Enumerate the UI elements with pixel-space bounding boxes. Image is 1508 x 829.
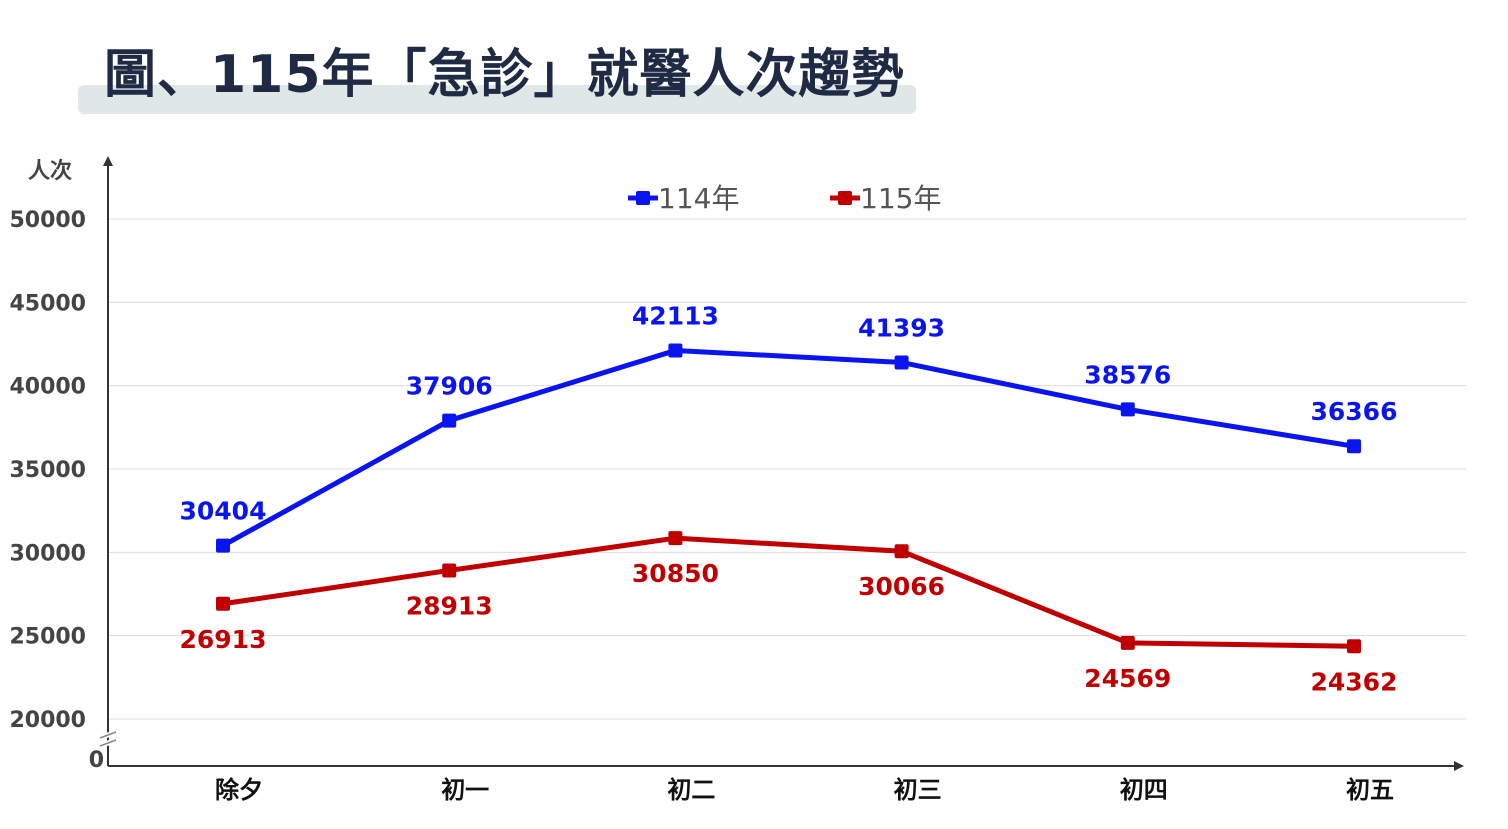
data-point-marker [216,596,230,611]
y-tick-label: 25000 [9,625,86,650]
data-point-marker [1120,402,1135,417]
data-point-marker [442,413,457,428]
data-point-marker [894,355,909,370]
data-label: 26913 [180,625,267,654]
x-tick-label: 初一 [441,776,489,804]
y-tick-label: 30000 [9,541,86,566]
y-tick-label: 20000 [9,708,86,733]
series-group: 30404 37906 42113 41393 38576 36366 26913 28913… [180,301,1398,696]
data-point-marker [668,343,683,358]
x-tick-label: 初五 [1346,776,1394,804]
x-axis-ticks: 除夕 初一 初二 初三 初四 初五 [215,776,1394,804]
y-axis-ticks: 20000 25000 30000 35000 40000 45000 50000 0 [9,208,104,773]
data-point-marker [1120,635,1135,650]
x-tick-label: 除夕 [215,776,263,804]
data-point-marker [668,531,683,546]
y-tick-label: 50000 [9,208,86,233]
data-label: 30066 [858,572,945,601]
data-point-marker [894,544,909,559]
data-label: 37906 [406,372,493,401]
legend-swatch-marker [838,191,852,205]
axis-break-mark [99,731,117,747]
x-tick-label: 初四 [1120,776,1168,804]
data-point-marker [216,538,230,553]
data-label: 24362 [1311,667,1398,696]
y-axis-arrow [103,156,113,166]
data-point-marker [442,563,457,578]
axes: 人次 [28,156,1464,771]
data-label: 41393 [858,313,945,342]
data-label: 38576 [1084,360,1171,389]
x-axis-arrow [1454,761,1464,771]
x-tick-label: 初三 [894,776,942,804]
x-tick-label: 初二 [667,776,715,804]
title-highlight-band [78,85,916,114]
legend: 114年 115年 [628,182,941,215]
series-line-0 [221,347,1355,548]
y-origin-label: 0 [89,748,104,773]
legend-swatch-marker [636,191,650,205]
data-label: 36366 [1311,397,1398,426]
data-label: 28913 [406,591,493,620]
series-line-1 [222,535,1355,649]
y-axis-label: 人次 [28,158,72,184]
data-point-marker [1347,439,1361,454]
data-label: 30404 [180,497,267,526]
legend-label: 114年 [658,182,739,215]
y-tick-label: 45000 [9,291,86,316]
y-tick-label: 35000 [9,458,86,483]
data-point-marker [1347,639,1361,654]
gridlines [108,218,1466,720]
data-label: 24569 [1084,664,1171,693]
y-tick-label: 40000 [9,375,86,400]
legend-label: 115年 [860,182,941,215]
page-title: 圖、115年「急診」就醫人次趨勢 [104,45,905,105]
data-label: 42113 [632,301,719,330]
data-label: 30850 [632,559,719,588]
